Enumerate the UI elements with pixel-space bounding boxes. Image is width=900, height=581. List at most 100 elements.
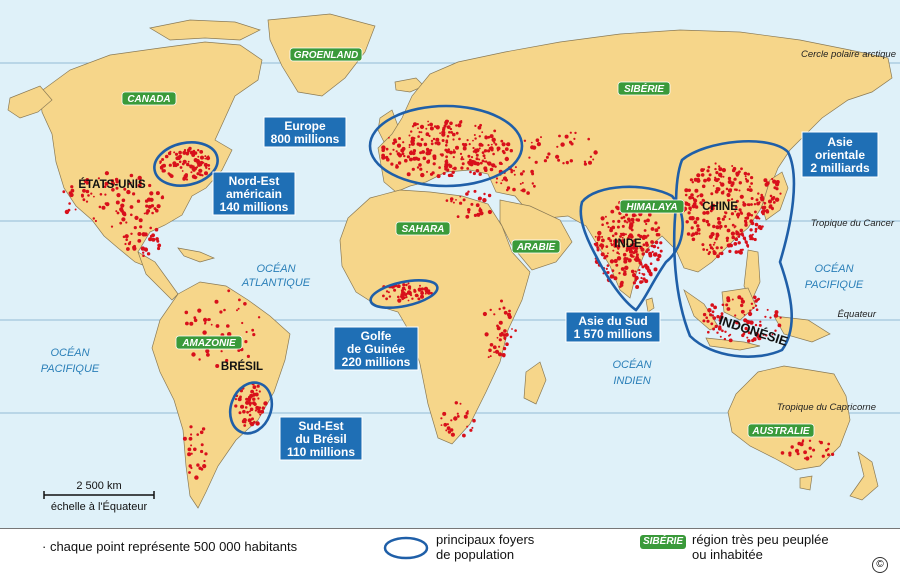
- population-dot: [752, 306, 755, 310]
- hub-asie-sud-line2: 1 570 millions: [574, 327, 653, 341]
- equator-label: Équateur: [837, 309, 876, 320]
- population-dot: [803, 457, 806, 460]
- population-dot: [181, 170, 184, 172]
- population-dot: [555, 154, 560, 159]
- population-dot: [490, 143, 493, 146]
- population-dot: [718, 319, 722, 322]
- population-dot: [435, 137, 440, 142]
- population-dot: [744, 175, 747, 178]
- population-dot: [721, 217, 725, 221]
- population-dot: [162, 163, 167, 168]
- population-dot: [148, 197, 152, 201]
- population-dot: [628, 247, 633, 252]
- population-dot: [419, 124, 425, 129]
- population-dot: [728, 249, 732, 253]
- population-dot: [487, 144, 490, 147]
- population-dot: [720, 251, 724, 256]
- population-dot: [751, 233, 754, 236]
- population-dot: [779, 192, 782, 195]
- population-dot: [725, 187, 729, 191]
- hub-golfe-line2: de Guinée: [347, 342, 405, 356]
- population-dot: [607, 225, 610, 229]
- population-dot: [105, 202, 110, 207]
- population-dot: [251, 417, 254, 421]
- population-dot: [200, 467, 204, 471]
- population-dot: [460, 120, 463, 122]
- scale-label: 2 500 km: [76, 480, 121, 492]
- population-dot: [449, 127, 453, 131]
- population-dot: [492, 152, 495, 156]
- population-dot: [403, 154, 406, 158]
- population-dot: [519, 172, 524, 176]
- population-dot: [129, 173, 134, 178]
- population-dot: [621, 224, 625, 228]
- population-dot: [234, 398, 237, 401]
- population-dot: [514, 329, 517, 332]
- population-dot: [713, 241, 716, 244]
- population-dot: [657, 233, 661, 237]
- population-dot: [487, 149, 491, 153]
- population-dot: [612, 220, 615, 223]
- population-dot: [702, 319, 706, 323]
- population-dot: [716, 187, 719, 191]
- asie-sud-outline: [579, 185, 684, 312]
- population-dot: [750, 182, 753, 185]
- population-dot: [687, 211, 691, 215]
- population-dot: [698, 232, 701, 235]
- population-dot: [411, 297, 414, 300]
- population-dot: [502, 306, 506, 310]
- population-dot: [159, 160, 162, 163]
- population-dot: [176, 163, 180, 166]
- population-dot: [420, 290, 424, 294]
- population-dot: [220, 350, 223, 353]
- population-dot: [257, 316, 261, 319]
- population-dot: [771, 333, 774, 336]
- population-dot: [612, 249, 615, 252]
- population-dot: [207, 164, 211, 167]
- population-dot: [587, 137, 590, 141]
- population-dot: [115, 200, 120, 205]
- population-dot: [445, 139, 449, 142]
- population-dot: [385, 155, 388, 158]
- population-dot: [148, 237, 153, 242]
- population-dot: [452, 201, 455, 204]
- population-dot: [730, 183, 734, 187]
- population-dot: [137, 183, 142, 188]
- population-dot: [762, 333, 765, 336]
- population-dot: [601, 235, 604, 238]
- population-dot: [483, 157, 486, 160]
- hub-asie-sud-line1: Asie du Sud: [578, 314, 647, 328]
- population-dot: [404, 158, 408, 163]
- population-dot: [249, 404, 252, 407]
- population-dot: [691, 218, 694, 221]
- population-dot: [493, 129, 497, 133]
- population-dot: [190, 452, 193, 455]
- population-dot: [407, 282, 410, 285]
- population-dot: [747, 203, 751, 207]
- population-dot: [452, 138, 455, 141]
- population-dot: [723, 337, 727, 341]
- population-dot: [719, 227, 722, 230]
- population-dot: [417, 135, 420, 138]
- population-dot: [417, 295, 419, 297]
- population-dot: [487, 161, 492, 166]
- population-dot: [702, 211, 707, 215]
- atlantique-label-2: ATLANTIQUE: [241, 277, 311, 289]
- population-dot: [588, 160, 592, 165]
- population-dot: [462, 146, 467, 151]
- population-dot: [396, 152, 401, 156]
- nord-est-outline: [153, 141, 219, 187]
- population-dot: [459, 152, 463, 155]
- population-dot: [693, 220, 698, 225]
- population-dot: [688, 206, 692, 210]
- population-dot: [626, 243, 629, 246]
- population-dot: [749, 228, 753, 232]
- population-dot: [714, 324, 718, 329]
- population-dot: [500, 182, 503, 185]
- population-dot: [129, 205, 134, 209]
- population-dot: [755, 304, 758, 307]
- population-dot: [472, 146, 475, 150]
- population-dot: [397, 298, 402, 303]
- population-dot: [110, 179, 115, 183]
- population-dot: [473, 161, 478, 166]
